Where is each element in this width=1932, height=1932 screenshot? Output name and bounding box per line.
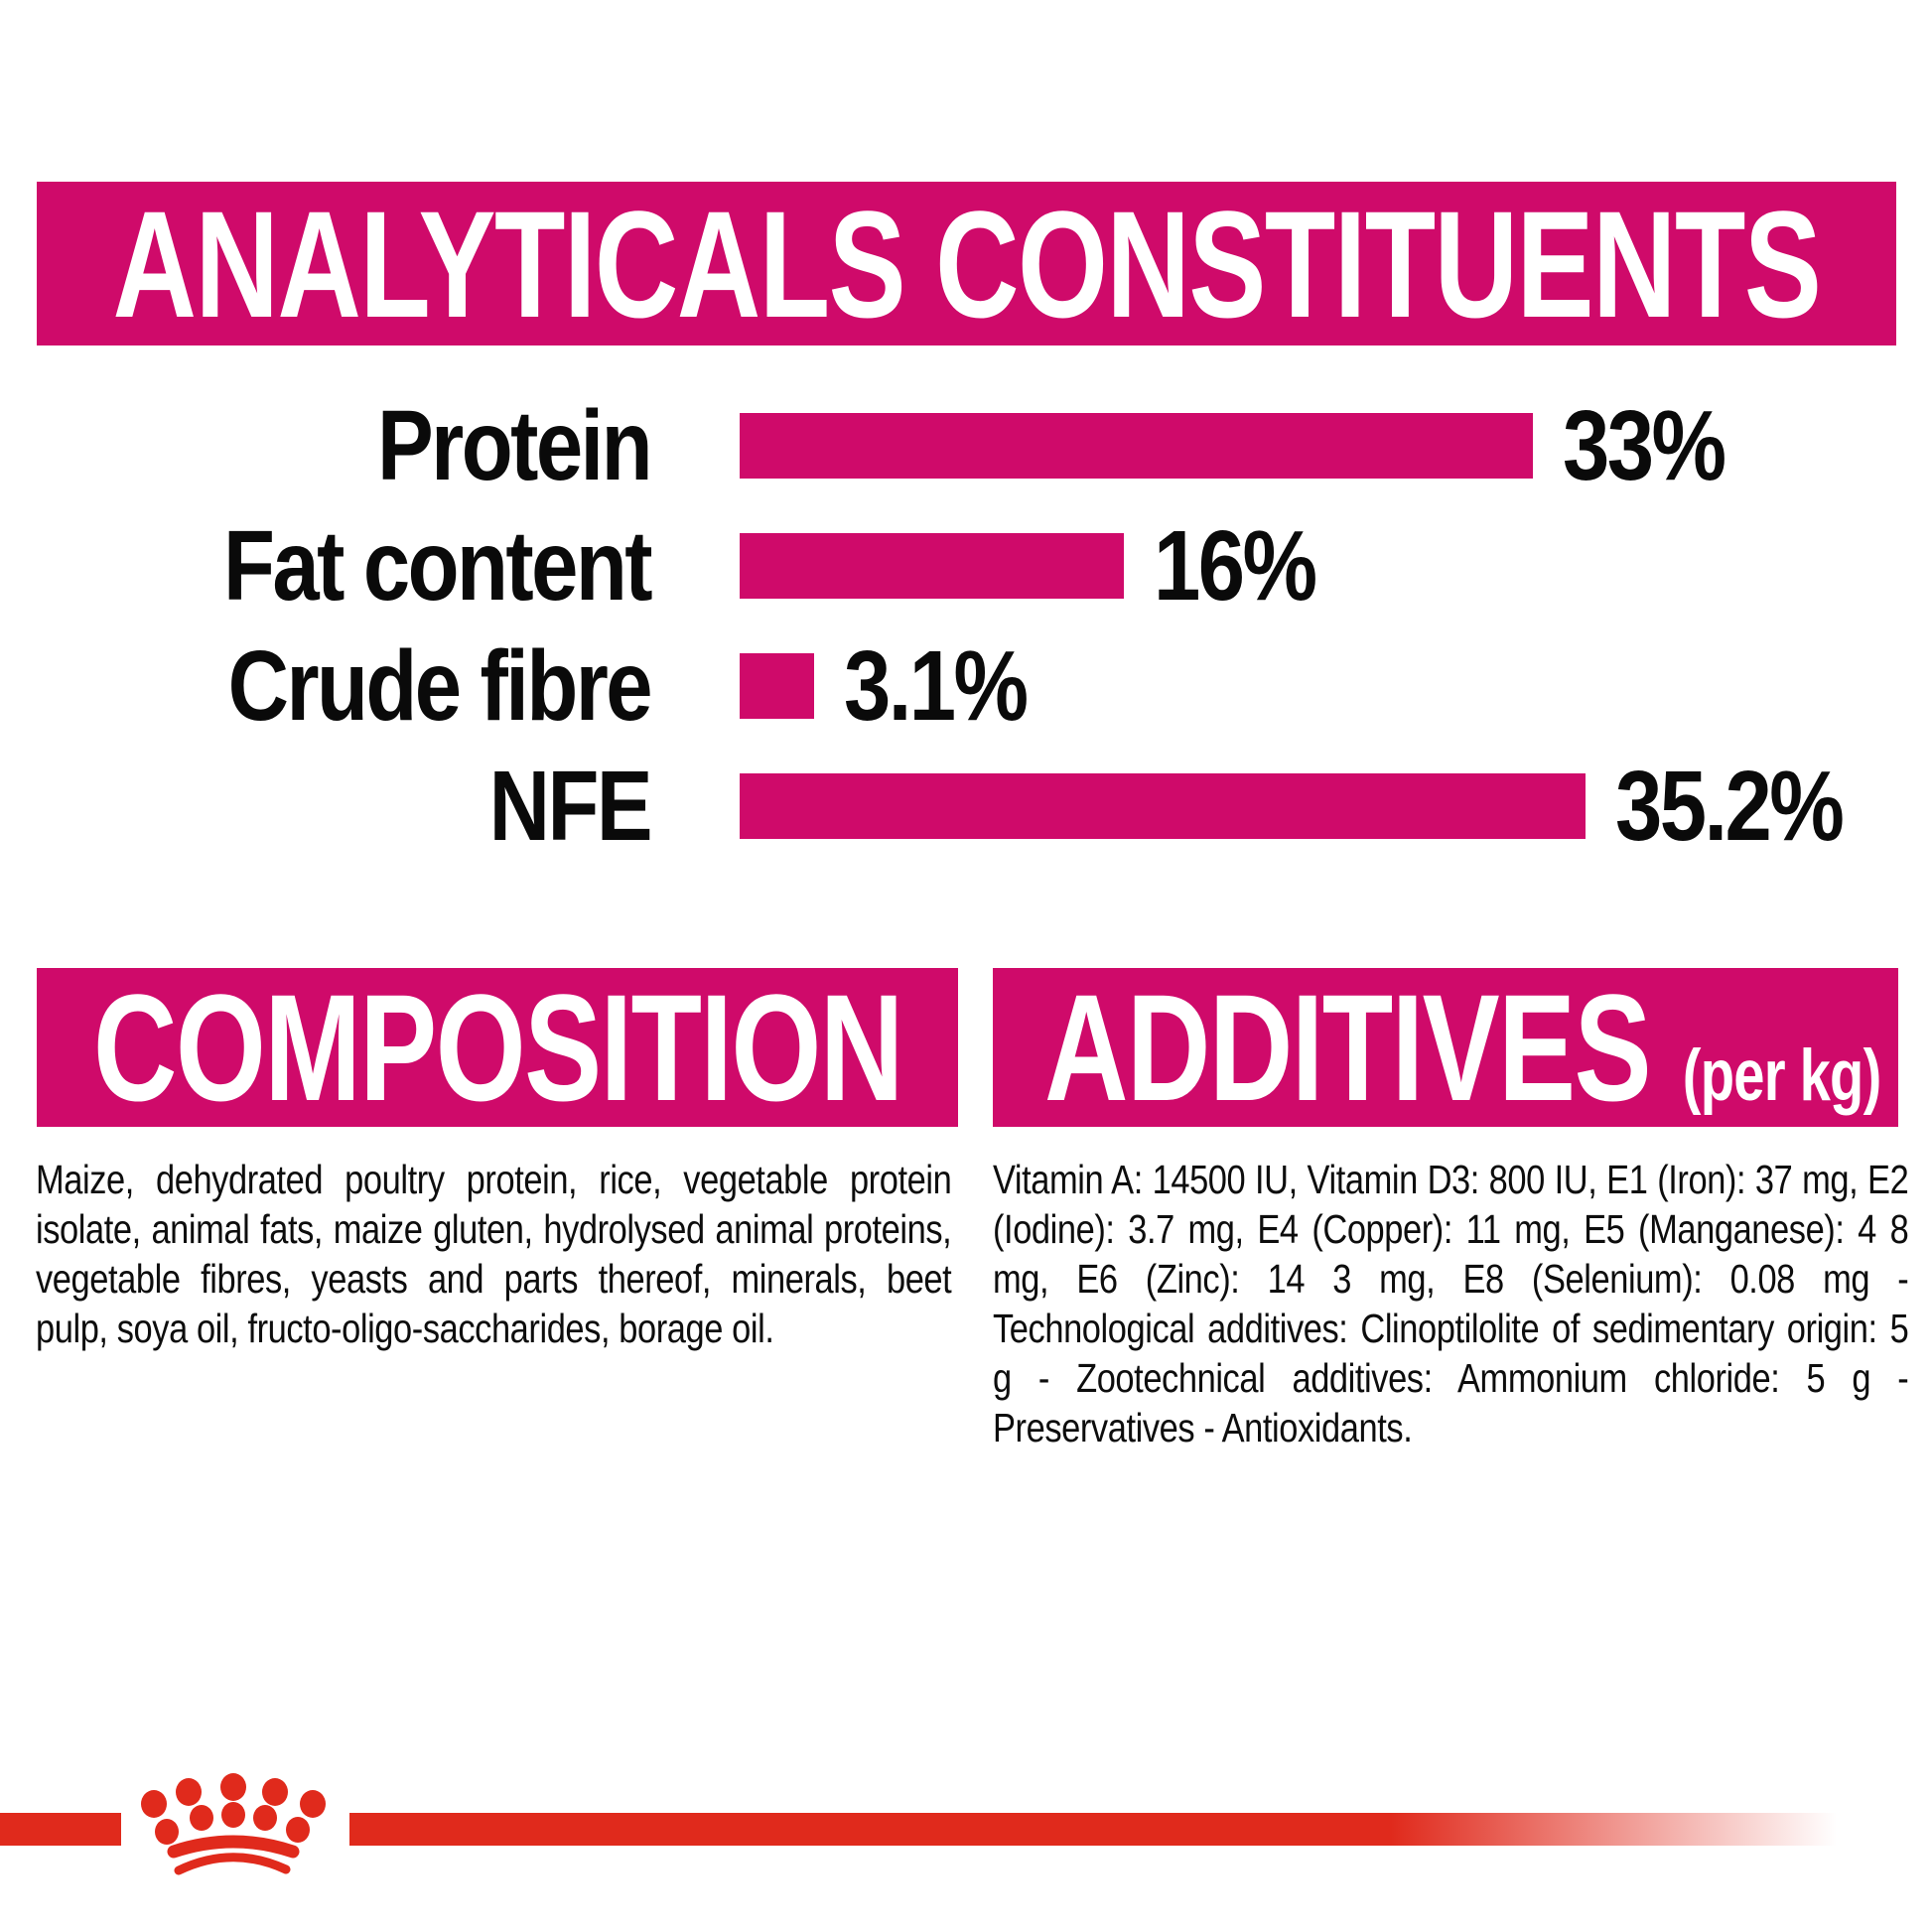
analyticals-banner: ANALYTICALS CONSTITUENTS xyxy=(37,182,1896,345)
chart-bar xyxy=(740,532,1124,599)
analyticals-title: ANALYTICALS CONSTITUENTS xyxy=(112,178,1822,349)
chart-row: Fat content 16% xyxy=(36,505,1896,625)
chart-row: NFE 35.2% xyxy=(36,746,1896,866)
royal-canin-crown-logo xyxy=(141,1773,326,1875)
additives-banner: ADDITIVES (per kg) xyxy=(993,968,1898,1127)
composition-text: Maize, dehydrated poultry protein, rice,… xyxy=(36,1157,952,1351)
chart-value-label: 16% xyxy=(1154,509,1317,621)
chart-category-label: NFE xyxy=(488,750,653,862)
crown-arcs xyxy=(167,1835,300,1875)
chart-category-label: Fat content xyxy=(223,509,653,621)
additives-title: ADDITIVES xyxy=(1044,962,1652,1133)
additives-title-row: ADDITIVES (per kg) xyxy=(1044,962,1881,1133)
additives-text: Vitamin A: 14500 IU, Vitamin D3: 800 IU,… xyxy=(993,1157,1909,1450)
crown-dots xyxy=(141,1773,326,1845)
composition-banner: COMPOSITION xyxy=(37,968,958,1127)
chart-bar xyxy=(740,652,814,719)
footer-rule-right xyxy=(349,1813,1837,1846)
additives-per-kg-label: (per kg) xyxy=(1682,1035,1881,1117)
chart-bar xyxy=(740,412,1533,479)
chart-bar xyxy=(740,772,1586,839)
chart-value-label: 33% xyxy=(1563,389,1726,501)
chart-row: Protein 33% xyxy=(36,385,1896,505)
footer-rule-left xyxy=(0,1813,121,1846)
chart-category-label: Protein xyxy=(377,389,653,501)
chart-row: Crude fibre 3.1% xyxy=(36,625,1896,746)
chart-value-label: 3.1% xyxy=(844,629,1029,742)
chart-category-label: Crude fibre xyxy=(227,629,653,742)
chart-value-label: 35.2% xyxy=(1615,750,1845,862)
bar-chart: Protein 33% Fat content 16% Crude fibre 3.1% N… xyxy=(36,385,1896,866)
composition-title: COMPOSITION xyxy=(92,962,903,1133)
